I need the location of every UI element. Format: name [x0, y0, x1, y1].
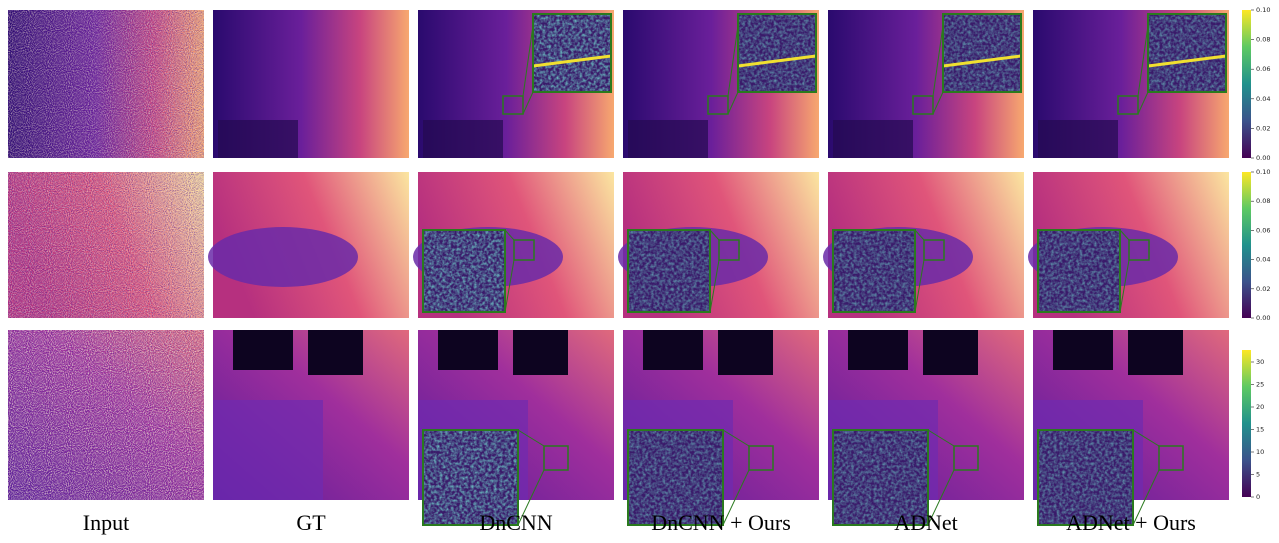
column-label: DnCNN	[479, 510, 552, 535]
colorbar	[1242, 172, 1251, 318]
dark-region	[513, 330, 568, 375]
colorbar-tick-label: 0.00	[1256, 154, 1270, 162]
colorbar-tick-label: 15	[1256, 426, 1264, 434]
colorbar-tick-label: 0.04	[1256, 256, 1270, 264]
dark-region	[1128, 330, 1183, 375]
noise	[8, 172, 204, 318]
column-label: ADNet + Ours	[1066, 510, 1196, 535]
bike	[628, 120, 708, 158]
dark-region	[643, 330, 703, 370]
colorbar-tick-label: 0.00	[1256, 314, 1270, 322]
column-label: Input	[83, 510, 129, 535]
colorbar-tick-label: 25	[1256, 381, 1264, 389]
colorbar-tick-label: 0.10	[1256, 6, 1270, 14]
colorbar-tick-label: 0.04	[1256, 95, 1270, 103]
colorbar-tick-label: 0.02	[1256, 285, 1270, 293]
error-noise	[833, 230, 915, 312]
dark-region	[923, 330, 978, 375]
bike	[1038, 120, 1118, 158]
colorbar-tick-label: 30	[1256, 358, 1264, 366]
colorbar-tick-label: 0.06	[1256, 65, 1270, 73]
colorbar	[1242, 10, 1251, 158]
dark-region	[233, 330, 293, 370]
dark-region	[848, 330, 908, 370]
colorbar-tick-label: 0.02	[1256, 124, 1270, 132]
error-noise	[738, 14, 816, 92]
column-label: DnCNN + Ours	[651, 510, 791, 535]
dark-region	[1053, 330, 1113, 370]
bike	[833, 120, 913, 158]
column-label: ADNet	[894, 510, 958, 535]
noise	[8, 10, 204, 158]
table	[208, 227, 358, 287]
error-noise	[943, 14, 1021, 92]
colorbar-tick-label: 0.10	[1256, 168, 1270, 176]
dark-region	[308, 330, 363, 375]
figure: 0.00 0.02 0.04 0.06 0.08 0.10 0.00 0.02 0.04 0.06…	[0, 0, 1279, 543]
error-noise	[533, 14, 611, 92]
dark-region	[718, 330, 773, 375]
error-noise	[1148, 14, 1226, 92]
bike	[423, 120, 503, 158]
colorbar-tick-label: 0	[1256, 493, 1260, 501]
colorbar-tick-label: 5	[1256, 471, 1260, 479]
error-noise	[1038, 230, 1120, 312]
colorbar-tick-label: 0.08	[1256, 197, 1270, 205]
column-label: GT	[296, 510, 326, 535]
noise	[8, 330, 204, 500]
dark-region	[438, 330, 498, 370]
colorbar-tick-label: 0.06	[1256, 226, 1270, 234]
bike	[218, 120, 298, 158]
error-noise	[628, 230, 710, 312]
page: 0.00 0.02 0.04 0.06 0.08 0.10 0.00 0.02 0.04 0.06…	[0, 0, 1279, 543]
colorbar-tick-label: 20	[1256, 403, 1264, 411]
colorbar-tick-label: 0.08	[1256, 36, 1270, 44]
error-noise	[423, 230, 505, 312]
colorbar-tick-label: 10	[1256, 448, 1264, 456]
wall	[213, 400, 323, 500]
colorbar	[1242, 350, 1251, 497]
